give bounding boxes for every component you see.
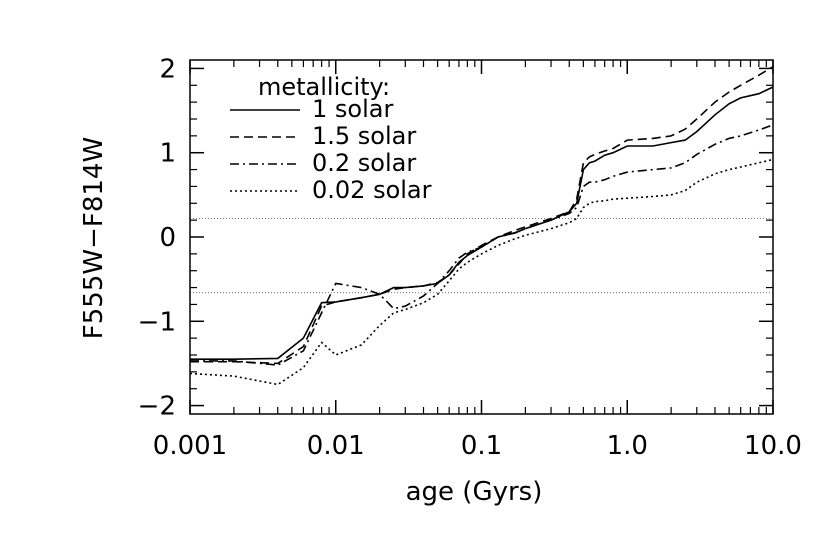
series-line-0-02-solar [189, 158, 774, 386]
y-axis-title: F555W−F814W [79, 137, 109, 339]
y-tick-label: −2 [138, 392, 176, 422]
x-tick-label: 1.0 [607, 431, 648, 461]
reference-lines [190, 217, 773, 294]
legend-title: metallicity: [258, 73, 390, 101]
x-axis-title: age (Gyrs) [406, 477, 543, 507]
y-axis-tick-labels: −2 −1 0 1 2 [138, 54, 176, 421]
x-tick-label: 0.1 [461, 431, 502, 461]
y-tick-label: 1 [159, 139, 176, 169]
legend-label: 1 solar [312, 95, 393, 123]
x-tick-label: 10.0 [744, 431, 802, 461]
x-tick-label: 0.001 [153, 431, 227, 461]
series-line-1-5-solar [190, 66, 774, 365]
series-lines [189, 66, 774, 386]
legend-label: 0.02 solar [312, 176, 432, 204]
y-tick-label: −1 [138, 307, 176, 337]
x-tick-label: 0.01 [307, 431, 365, 461]
y-tick-label: 2 [159, 54, 176, 84]
x-axis-tick-labels: 0.001 0.01 0.1 1.0 10.0 [153, 431, 802, 461]
legend-label: 0.2 solar [312, 149, 416, 177]
legend-label: 1.5 solar [312, 122, 416, 150]
y-tick-label: 0 [159, 223, 176, 253]
x-axis-ticks [189, 60, 774, 414]
y-axis-ticks [190, 67, 773, 407]
